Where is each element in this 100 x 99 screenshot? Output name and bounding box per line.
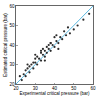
- svg-text:Experimental critical pressure: Experimental critical pressure (bar): [20, 91, 90, 96]
- svg-text:20: 20: [13, 86, 19, 91]
- svg-text:20: 20: [9, 82, 15, 87]
- svg-text:50: 50: [9, 23, 15, 28]
- svg-text:60: 60: [9, 4, 15, 9]
- svg-text:50: 50: [71, 86, 77, 91]
- svg-text:40: 40: [52, 86, 58, 91]
- svg-text:30: 30: [9, 62, 15, 67]
- svg-text:40: 40: [9, 43, 15, 48]
- svg-text:30: 30: [33, 86, 39, 91]
- svg-text:60: 60: [90, 86, 96, 91]
- svg-text:Estimated critical pressure (b: Estimated critical pressure (bar): [3, 13, 8, 77]
